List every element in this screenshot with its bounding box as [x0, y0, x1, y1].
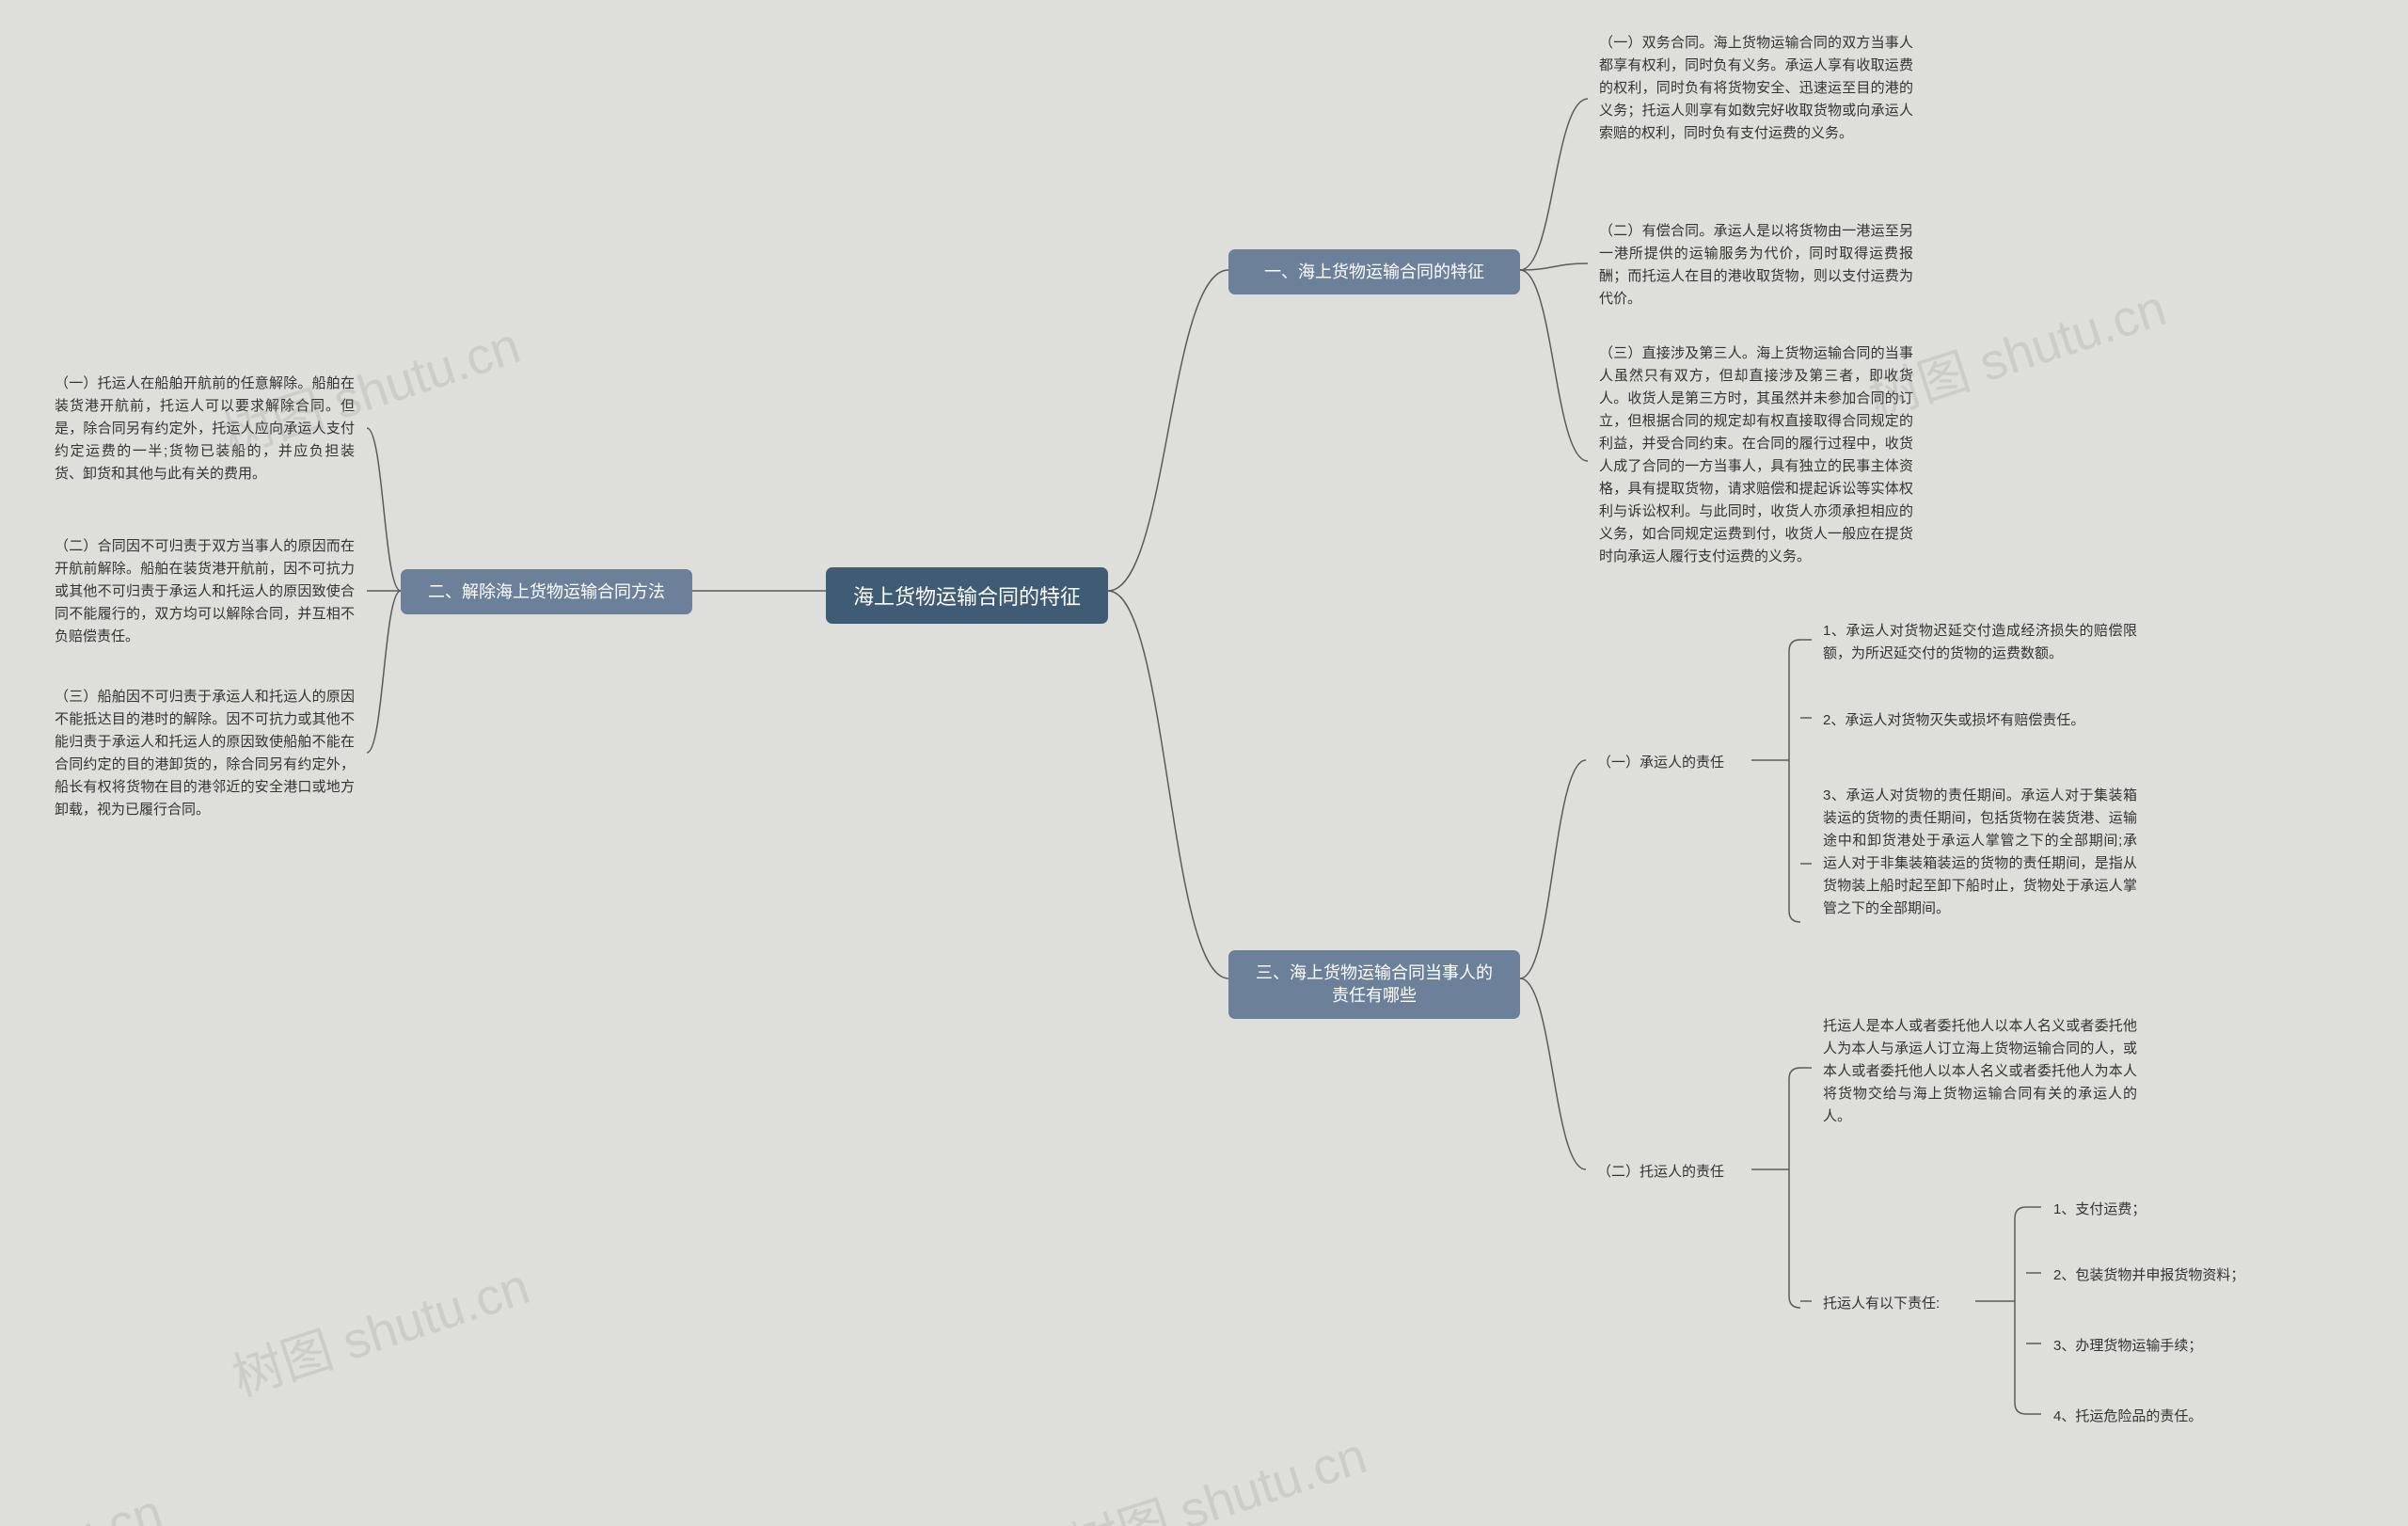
- topic-branch1: 一、海上货物运输合同的特征: [1228, 249, 1520, 294]
- root-label: 海上货物运输合同的特征: [853, 585, 1081, 609]
- topic-branch3-label: 三、海上货物运输合同当事人的责任有哪些: [1256, 963, 1493, 1005]
- leaf-b1-1: （一）双务合同。海上货物运输合同的双方当事人都享有权利，同时负有义务。承运人享有…: [1592, 28, 1921, 149]
- leaf-b2-2: （二）合同因不可归责于双方当事人的原因而在开航前解除。船舶在装货港开航前，因不可…: [47, 532, 362, 652]
- leaf-duty-1: 1、支付运费；: [2046, 1195, 2281, 1225]
- label-carrier: （一）承运人的责任: [1590, 748, 1759, 778]
- leaf-duty-2: 2、包装货物并申报货物资料；: [2046, 1261, 2300, 1291]
- mindmap-canvas: 海上货物运输合同的特征 二、解除海上货物运输合同方法 （一）托运人在船舶开航前的…: [0, 0, 2408, 1526]
- leaf-b1-2: （二）有偿合同。承运人是以将货物由一港运至另一港所提供的运输服务为代价，同时取得…: [1592, 216, 1921, 314]
- topic-branch1-label: 一、海上货物运输合同的特征: [1264, 262, 1484, 281]
- leaf-duty-4: 4、托运危险品的责任。: [2046, 1402, 2281, 1432]
- root-node: 海上货物运输合同的特征: [826, 567, 1108, 624]
- label-shipper-duties: 托运人有以下责任:: [1815, 1289, 1980, 1319]
- leaf-carrier-1: 1、承运人对货物迟延交付造成经济损失的赔偿限额，为所迟延交付的货物的运费数额。: [1815, 616, 2145, 669]
- leaf-carrier-3: 3、承运人对货物的责任期间。承运人对于集装箱装运的货物的责任期间，包括货物在装货…: [1815, 781, 2145, 924]
- leaf-b2-3: （三）船舶因不可归责于承运人和托运人的原因不能抵达目的港时的解除。因不可抗力或其…: [47, 682, 362, 825]
- topic-branch3: 三、海上货物运输合同当事人的责任有哪些: [1228, 950, 1520, 1019]
- leaf-duty-3: 3、办理货物运输手续；: [2046, 1331, 2281, 1361]
- leaf-shipper-desc: 托运人是本人或者委托他人以本人名义或者委托他人为本人与承运人订立海上货物运输合同…: [1815, 1011, 2145, 1132]
- leaf-b2-1: （一）托运人在船舶开航前的任意解除。船舶在装货港开航前，托运人可以要求解除合同。…: [47, 369, 362, 489]
- leaf-b1-3: （三）直接涉及第三人。海上货物运输合同的当事人虽然只有双方，但却直接涉及第三者，…: [1592, 339, 1921, 572]
- topic-branch2: 二、解除海上货物运输合同方法: [401, 569, 692, 614]
- leaf-carrier-2: 2、承运人对货物灭失或损坏有赔偿责任。: [1815, 706, 2145, 736]
- watermark: 树图 shutu.cn: [222, 1245, 538, 1410]
- watermark: 树图 shutu.cn: [1059, 1414, 1375, 1526]
- topic-branch2-label: 二、解除海上货物运输合同方法: [428, 582, 665, 601]
- label-shipper: （二）托运人的责任: [1590, 1157, 1759, 1187]
- watermark: 树图 shutu.cn: [0, 1470, 170, 1526]
